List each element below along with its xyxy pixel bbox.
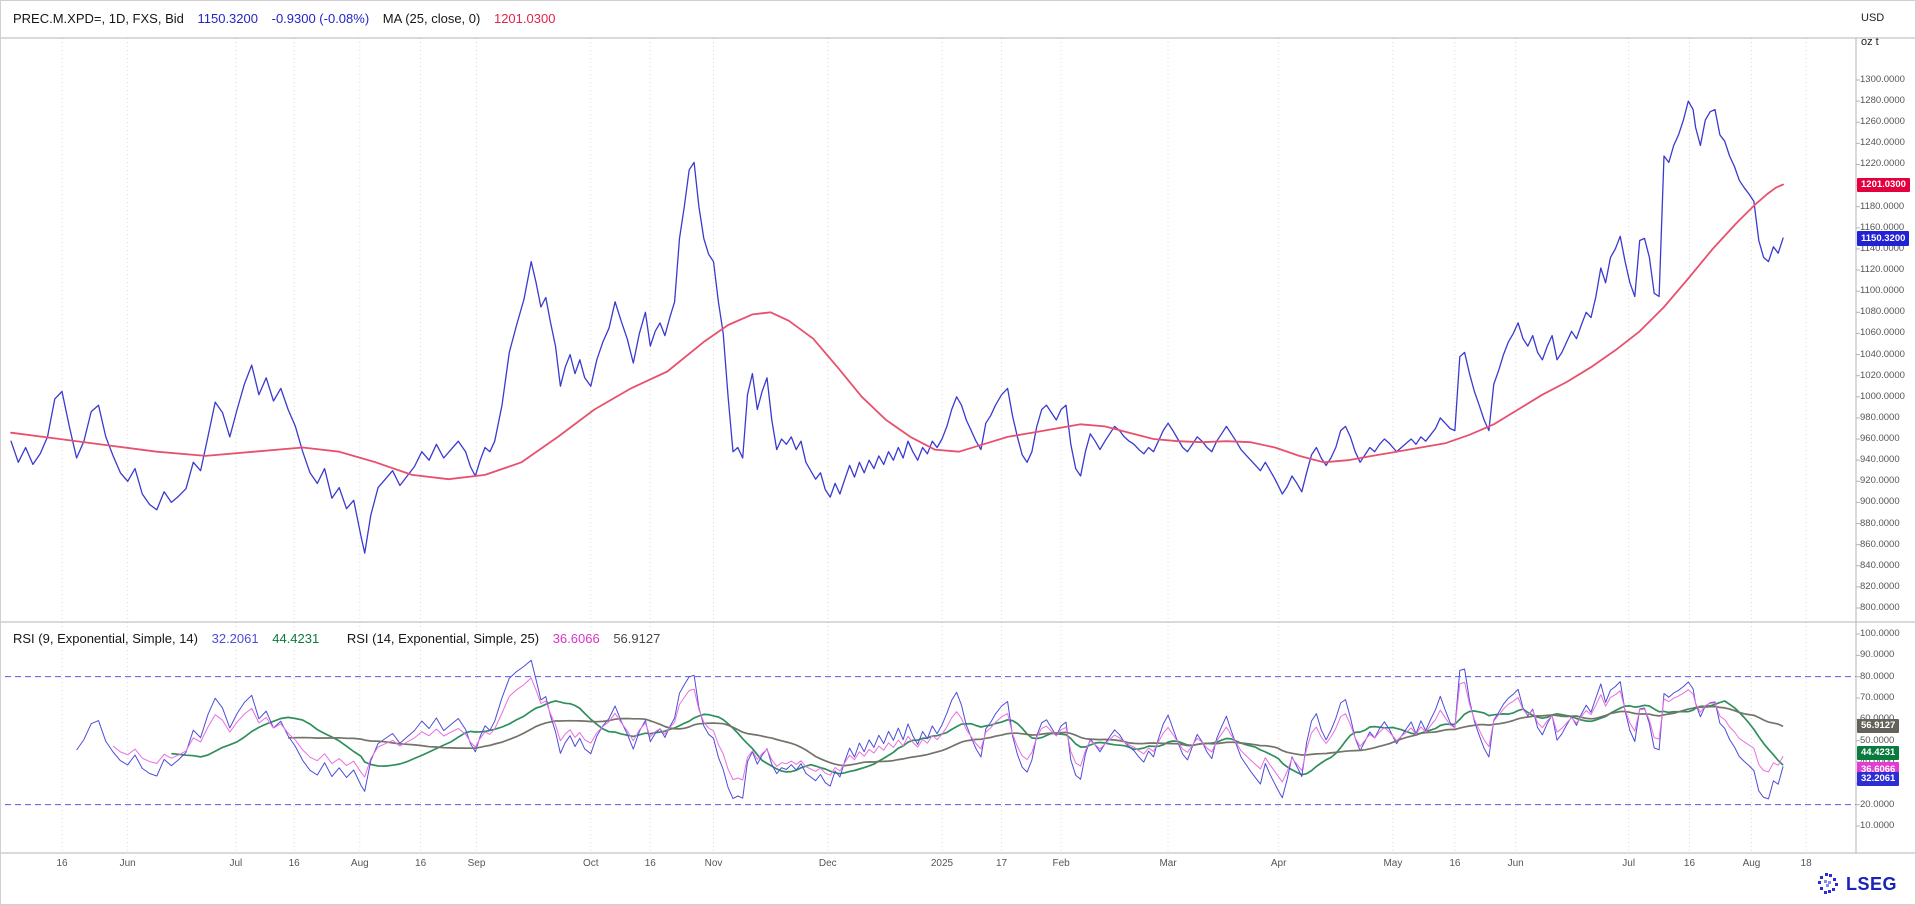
x-axis-label: Feb — [1052, 858, 1070, 869]
x-axis-label: Apr — [1270, 858, 1287, 869]
axis-unit-label: oz t — [1861, 36, 1879, 48]
price-axis-label: 1080.0000 — [1860, 306, 1905, 318]
price-axis-label: 980.0000 — [1860, 411, 1900, 423]
ma-legend-label[interactable]: MA (25, close, 0) — [382, 11, 481, 26]
ma-legend-value: 1201.0300 — [493, 11, 556, 26]
price-axis-label: 860.0000 — [1860, 538, 1900, 550]
x-axis-label: Sep — [467, 858, 486, 869]
ma-price-badge: 1201.0300 — [1857, 177, 1910, 192]
x-axis-label: 17 — [996, 858, 1008, 869]
rsi2-legend-label[interactable]: RSI (14, Exponential, Simple, 25) — [346, 631, 540, 646]
rsi2-ma-value: 56.9127 — [613, 631, 661, 646]
price-axis-label: 840.0000 — [1860, 559, 1900, 571]
rsi2-ma-badge: 56.9127 — [1857, 718, 1900, 734]
price-axis-label: 1180.0000 — [1860, 200, 1905, 212]
price-axis-label: 1040.0000 — [1860, 348, 1905, 360]
rsi1-ma-value: 44.4231 — [272, 631, 320, 646]
price-axis-label: 820.0000 — [1860, 580, 1900, 592]
x-axis-label: 16 — [288, 858, 300, 869]
rsi-axis-label: 70.0000 — [1860, 692, 1895, 703]
rsi-axis-label: 60.0000 — [1860, 714, 1894, 724]
rsi1-legend-label[interactable]: RSI (9, Exponential, Simple, 14) — [13, 631, 198, 646]
price-axis-label: 1160.0000 — [1860, 221, 1905, 233]
rsi-line — [112, 677, 1784, 783]
lseg-logo: LSEG — [1816, 872, 1897, 896]
price-axis-label: 1240.0000 — [1860, 137, 1905, 149]
price-axis-label: 1300.0000 — [1860, 74, 1905, 85]
x-axis-label: Jun — [1507, 858, 1524, 869]
rsi-axis-label: 80.0000 — [1860, 670, 1895, 682]
price-axis-label: 1280.0000 — [1860, 95, 1905, 107]
rsi-legend: RSI (9, Exponential, Simple, 14) 32.2061… — [13, 631, 670, 646]
rsi-axis-label: 50.0000 — [1860, 734, 1895, 746]
axis-currency-label: USD — [1861, 12, 1885, 24]
x-axis-label: 16 — [1449, 858, 1461, 869]
price-series-line — [10, 183, 1784, 481]
axis-unit-labels: USD oz t — [1861, 13, 1884, 61]
x-axis-label: Aug — [1742, 858, 1761, 869]
rsi-axis-label: 10.0000 — [1860, 820, 1895, 831]
x-axis-label: Jul — [229, 858, 243, 869]
price-axis-label: 880.0000 — [1860, 517, 1900, 529]
last-price-value: 1150.3200 — [197, 11, 258, 26]
last-price-badge: 1150.3200 — [1857, 231, 1910, 246]
x-axis-label: Oct — [582, 858, 599, 869]
rsi-axis-label: 90.0000 — [1860, 649, 1895, 661]
price-axis-label: 1000.0000 — [1860, 390, 1905, 402]
price-axis-label: 960.0000 — [1860, 433, 1900, 445]
instrument-label[interactable]: PREC.M.XPD=, 1D, FXS, Bid — [13, 11, 184, 26]
price-change-value: -0.9300 (-0.08%) — [271, 11, 370, 26]
price-axis-label: 1100.0000 — [1860, 285, 1905, 297]
rsi2-value: 36.6066 — [552, 631, 600, 646]
price-legend: PREC.M.XPD=, 1D, FXS, Bid 1150.3200 -0.9… — [13, 11, 565, 26]
x-axis-label: May — [1383, 858, 1403, 869]
x-axis-label: Nov — [704, 858, 723, 869]
x-axis-label: Jul — [1622, 858, 1636, 869]
rsi1-value: 32.2061 — [211, 631, 259, 646]
price-axis-label: 1220.0000 — [1860, 158, 1905, 170]
price-axis-label: 1260.0000 — [1860, 116, 1905, 128]
x-axis-label: 16 — [415, 858, 427, 869]
x-axis-label: 16 — [56, 858, 68, 869]
price-axis-label: 1060.0000 — [1860, 327, 1905, 339]
x-axis-label: Mar — [1159, 858, 1177, 869]
price-axis-label: 800.0000 — [1860, 602, 1900, 613]
rsi-axis-label: 20.0000 — [1860, 798, 1895, 810]
x-axis-label: 2025 — [930, 858, 954, 869]
price-axis-label: 920.0000 — [1860, 475, 1900, 487]
x-axis-label: 18 — [1800, 858, 1812, 869]
price-series-line — [10, 100, 1784, 554]
rsi-line — [76, 659, 1784, 800]
x-axis-label: 16 — [644, 858, 656, 869]
rsi1-ma-badge: 44.4231 — [1857, 745, 1900, 761]
rsi-axis-label: 100.0000 — [1860, 628, 1900, 639]
x-axis-label: Jun — [119, 858, 136, 869]
x-axis-label: Aug — [350, 858, 369, 869]
rsi-sma-line — [171, 700, 1784, 776]
rsi1-value-badge: 32.2061 — [1857, 771, 1900, 787]
price-axis-label: 1020.0000 — [1860, 369, 1905, 381]
price-axis-label: 940.0000 — [1860, 454, 1900, 466]
price-axis-label: 900.0000 — [1860, 496, 1900, 508]
x-axis-label: 16 — [1683, 858, 1696, 869]
lseg-logo-text: LSEG — [1845, 873, 1897, 894]
rsi-sma-line — [288, 705, 1784, 767]
lseg-globe-icon — [1817, 873, 1838, 894]
rsi-axis-label: 40.0000 — [1860, 757, 1894, 767]
x-axis-label: Dec — [818, 858, 837, 869]
price-axis-label: 1120.0000 — [1860, 264, 1905, 276]
price-axis-label: 1140.0000 — [1860, 242, 1905, 254]
